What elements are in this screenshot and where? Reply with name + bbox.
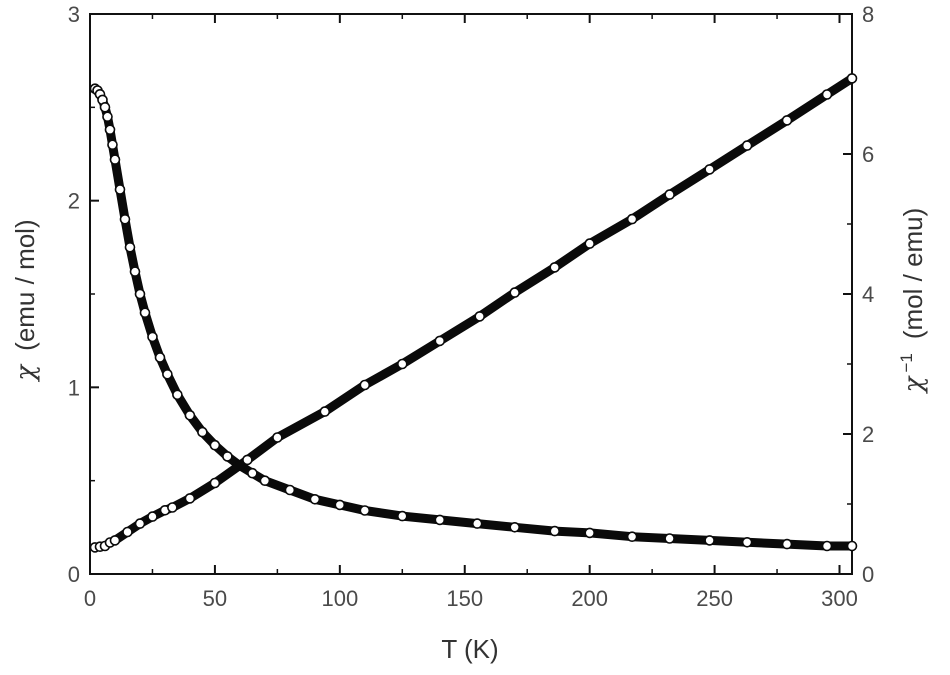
series-1-point-20 [197, 426, 208, 438]
series-1-point-12 [129, 266, 141, 277]
series-2-point-14 [319, 406, 331, 417]
y-left-unit: (emu / mol) [10, 219, 40, 350]
series-1-point-29 [359, 505, 371, 516]
series-2-point-13 [272, 432, 283, 443]
series-1-point-27 [309, 493, 321, 505]
x-axis-title: T (K) [441, 634, 498, 664]
y-axis-right-title: χ −1 (mol / emu) [897, 208, 929, 395]
y-right-superscript: −1 [897, 353, 916, 372]
series-1-point-5 [102, 111, 113, 122]
series-1-point-15 [147, 331, 158, 343]
series-1-point-35 [584, 527, 596, 539]
series-1-point-10 [119, 214, 131, 225]
series-2-point-24 [704, 164, 715, 175]
series-1-point-36 [626, 531, 638, 543]
y-right-tick-label-8: 8 [862, 2, 874, 27]
x-tick-label-0: 0 [84, 586, 96, 611]
series-2-point-20 [549, 262, 561, 273]
series-2-point-11 [209, 477, 221, 489]
series-1-point-19 [184, 409, 196, 421]
y-right-unit: (mol / emu) [898, 208, 928, 339]
y-left-tick-label-1: 1 [68, 375, 80, 400]
series-2-point-15 [359, 379, 371, 391]
series-2-point-28 [846, 73, 858, 84]
data-marks [89, 73, 858, 553]
series-2-point-16 [396, 358, 408, 370]
x-tick-label-250: 250 [696, 586, 733, 611]
series-1-point-30 [396, 510, 408, 522]
series-2-point-21 [584, 238, 596, 249]
series-1-point-37 [664, 533, 675, 544]
series-1-point-8 [109, 154, 121, 165]
series-1-point-6 [104, 124, 116, 135]
series-1-point-33 [509, 521, 521, 533]
series-1-point-32 [471, 518, 483, 529]
series-1-point-22 [222, 451, 233, 462]
series-2-point-18 [474, 311, 486, 322]
y-left-tick-label-2: 2 [68, 189, 80, 214]
series-2-point-10 [184, 493, 196, 504]
series-1-point-13 [134, 288, 146, 300]
series-1-point-24 [247, 467, 258, 479]
series-2-point-5 [122, 526, 133, 538]
series-1-point-17 [162, 368, 173, 380]
series-2-point-23 [664, 189, 675, 200]
series-1-point-38 [704, 535, 715, 546]
series-1-point-16 [154, 352, 166, 363]
series-1-point-41 [821, 540, 833, 552]
series-2-point-4 [109, 535, 121, 546]
series-1-point-31 [434, 514, 446, 526]
series-1-point-14 [139, 307, 151, 319]
series-1-point-26 [284, 484, 296, 496]
series-2-point-17 [434, 335, 446, 347]
y-right-tick-label-0: 0 [862, 562, 874, 587]
series-1-point-40 [781, 538, 793, 550]
y-right-symbol: χ [899, 374, 929, 394]
series-1-point-28 [334, 499, 346, 511]
x-tick-label-200: 200 [571, 586, 608, 611]
series-1-point-9 [114, 184, 126, 195]
series-2-point-26 [781, 115, 793, 126]
series-1-point-11 [124, 242, 136, 253]
series-1-point-4 [99, 102, 111, 113]
x-tick-label-150: 150 [446, 586, 483, 611]
series-2-point-6 [134, 518, 146, 529]
series-2-point-12 [242, 454, 253, 466]
y-left-symbol: χ [11, 363, 41, 383]
series-1-point-39 [741, 536, 753, 548]
series-2-point-22 [626, 213, 638, 225]
series-1-point-7 [107, 139, 118, 150]
y-right-tick-label-2: 2 [862, 422, 874, 447]
y-right-tick-label-6: 6 [862, 142, 874, 167]
series-1-point-34 [549, 525, 561, 537]
x-tick-label-100: 100 [321, 586, 358, 611]
series-1-point-25 [259, 475, 271, 487]
series-2-point-25 [741, 140, 753, 151]
series-1-point-18 [172, 389, 183, 401]
x-tick-label-300: 300 [821, 586, 858, 611]
y-left-tick-label-3: 3 [68, 2, 80, 27]
series-2-line [90, 73, 857, 552]
y-axis-left-title: χ (emu / mol) [10, 219, 41, 382]
series-1-point-42 [846, 540, 858, 552]
x-tick-label-50: 50 [203, 586, 227, 611]
series-2-point-27 [821, 89, 833, 100]
y-left-tick-label-0: 0 [68, 562, 80, 587]
y-right-tick-label-4: 4 [862, 282, 874, 307]
series-2-point-19 [509, 287, 521, 298]
series-2-point-7 [147, 511, 158, 522]
series-2-point-9 [167, 502, 178, 513]
series-1-point-21 [209, 439, 221, 451]
